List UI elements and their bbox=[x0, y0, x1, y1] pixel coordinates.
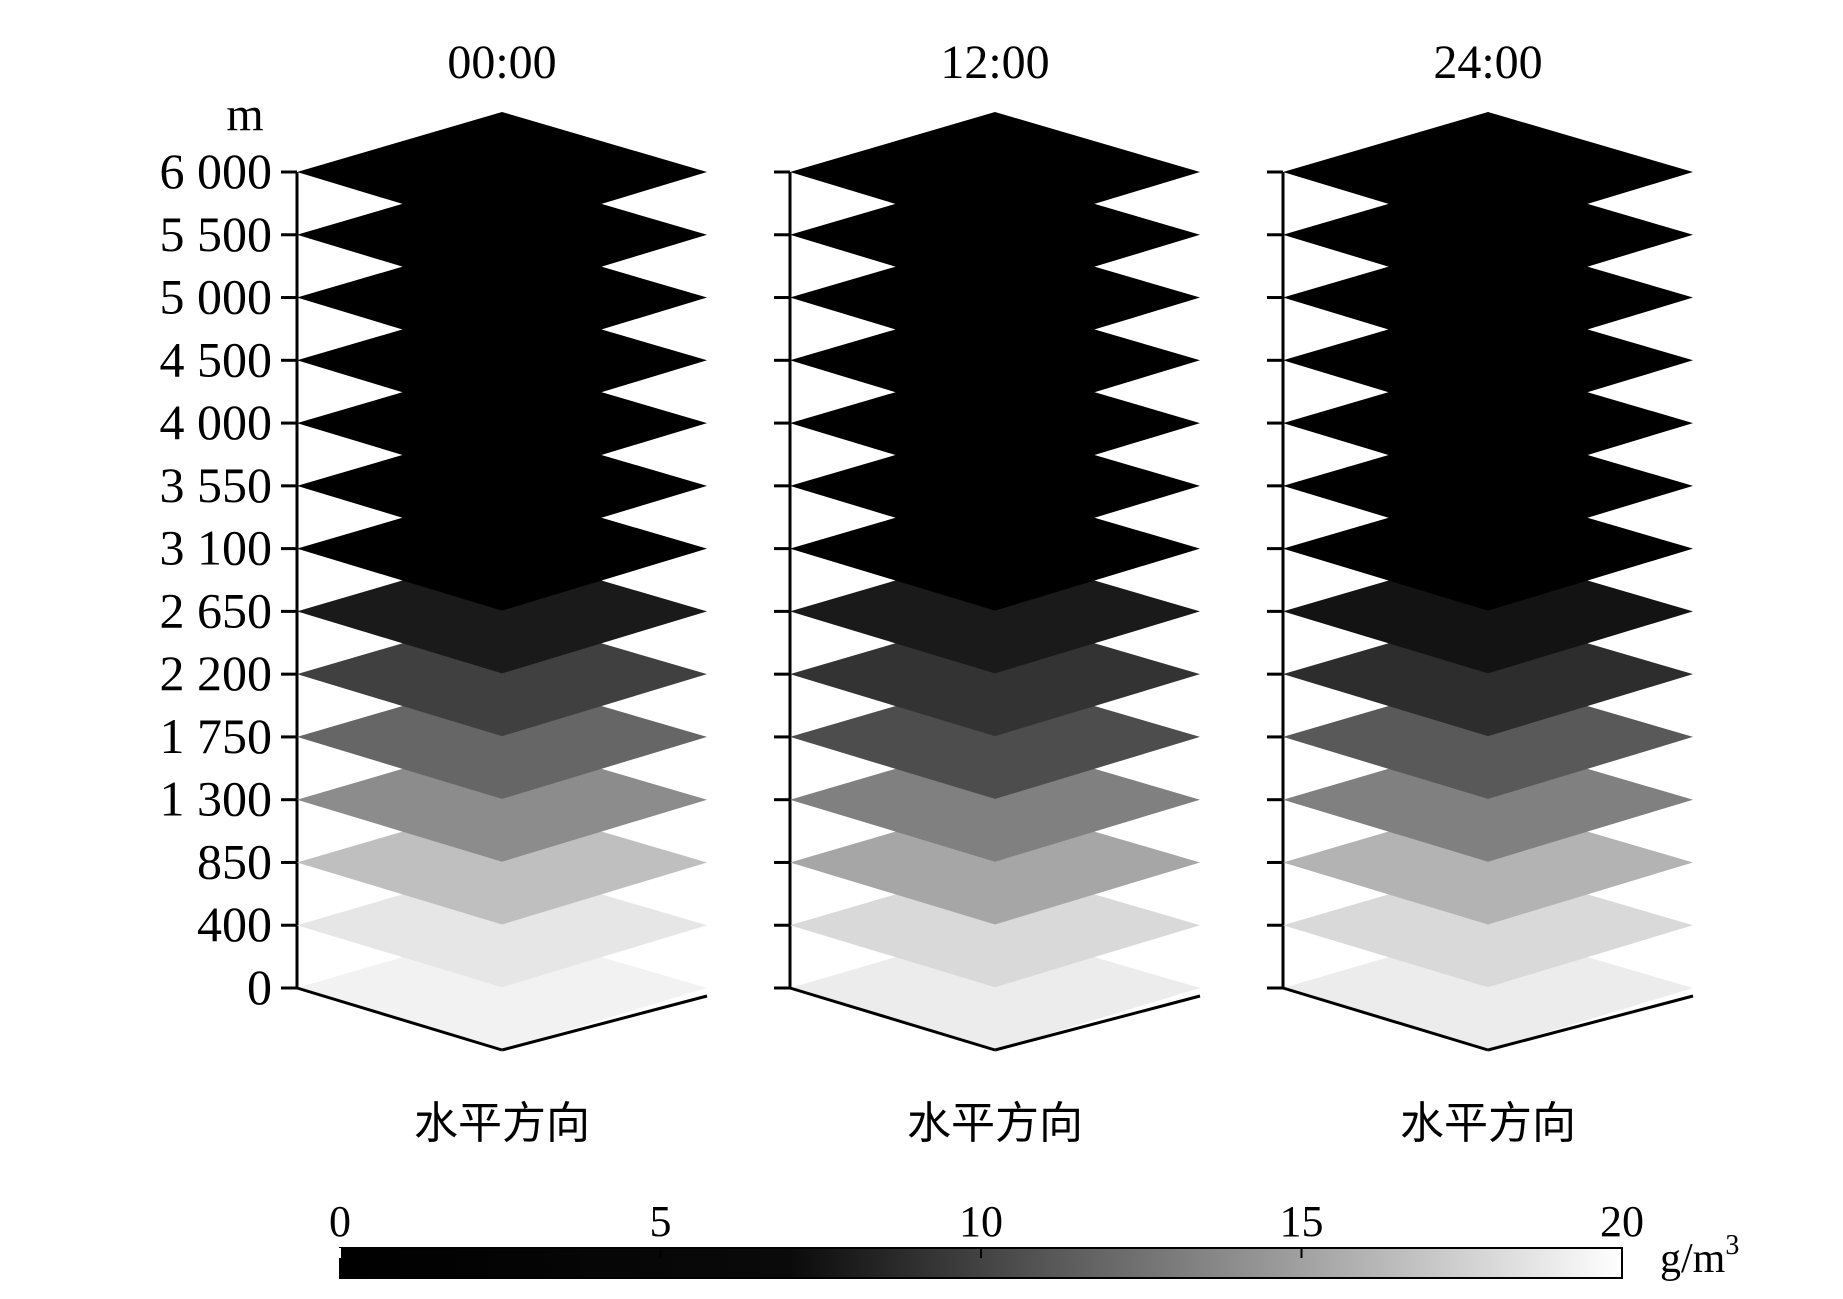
layer-5500m bbox=[1283, 174, 1693, 297]
layer-2200m bbox=[1283, 614, 1693, 737]
layer-850m bbox=[790, 802, 1200, 925]
colorbar-tick-label: 5 bbox=[650, 1197, 672, 1246]
layer-2650m bbox=[790, 551, 1200, 674]
panel-x-axis-label: 水平方向 bbox=[1400, 1098, 1576, 1149]
layer-4500m bbox=[297, 300, 707, 423]
layer-400m bbox=[1283, 865, 1693, 988]
layer-0m bbox=[1283, 928, 1693, 1050]
base-axis-front-right bbox=[501, 994, 708, 1052]
panel-1: 00:00 水平方向 bbox=[281, 36, 708, 1149]
y-tick-label: 5 500 bbox=[160, 206, 273, 262]
panel-2: 12:00 水平方向 bbox=[774, 36, 1201, 1149]
layer-6000m bbox=[297, 112, 707, 234]
layer-2650m bbox=[1283, 551, 1693, 674]
base-axis-front-right bbox=[1487, 994, 1694, 1052]
layer-400m bbox=[297, 865, 707, 988]
y-tick-label: 3 550 bbox=[160, 457, 273, 513]
layer-3550m bbox=[790, 425, 1200, 548]
layer-400m bbox=[790, 865, 1200, 988]
layer-1300m bbox=[1283, 739, 1693, 862]
layer-1750m bbox=[790, 676, 1200, 799]
y-tick-label: 1 750 bbox=[160, 708, 273, 764]
y-tick-label: 0 bbox=[247, 959, 272, 1015]
layer-4000m bbox=[1283, 363, 1693, 486]
y-tick-label: 6 000 bbox=[160, 143, 273, 199]
layer-3550m bbox=[297, 425, 707, 548]
base-axis-front-left bbox=[789, 986, 996, 1052]
y-tick-label: 850 bbox=[197, 833, 272, 889]
layer-5500m bbox=[790, 174, 1200, 297]
panel-title: 00:00 bbox=[447, 36, 556, 89]
layer-4500m bbox=[1283, 300, 1693, 423]
layer-2200m bbox=[297, 614, 707, 737]
y-tick-label: 2 650 bbox=[160, 582, 273, 638]
colorbar-tick-label: 10 bbox=[959, 1197, 1003, 1246]
layer-3100m bbox=[297, 488, 707, 611]
layer-850m bbox=[1283, 802, 1693, 925]
y-tick-label: 4 000 bbox=[160, 394, 273, 450]
panel-3: 24:00 水平方向 bbox=[1267, 36, 1694, 1149]
base-axis-front-left bbox=[296, 986, 503, 1052]
y-tick-label: 3 100 bbox=[160, 520, 273, 576]
y-axis-unit-label: m bbox=[226, 88, 263, 141]
layer-0m bbox=[297, 928, 707, 1050]
colorbar-unit-base: g/m bbox=[1660, 1236, 1726, 1282]
y-tick-label: 400 bbox=[197, 896, 272, 952]
colorbar: 0 5 10 15 20 g/m3 bbox=[329, 1197, 1739, 1282]
panel-x-axis-label: 水平方向 bbox=[414, 1098, 590, 1149]
layer-4500m bbox=[790, 300, 1200, 423]
panel-title: 24:00 bbox=[1433, 36, 1542, 89]
layer-3100m bbox=[1283, 488, 1693, 611]
layer-6000m bbox=[1283, 112, 1693, 234]
y-tick-label: 4 500 bbox=[160, 331, 273, 387]
panels-layer: 00:00 水平方向 12:00 水平方向 24:00 水平方向 bbox=[281, 36, 1694, 1149]
colorbar-tick-label: 15 bbox=[1280, 1197, 1324, 1246]
layer-5000m bbox=[1283, 237, 1693, 360]
layer-1750m bbox=[1283, 676, 1693, 799]
y-tick-label: 1 300 bbox=[160, 771, 273, 827]
layer-5500m bbox=[297, 174, 707, 297]
layer-1300m bbox=[297, 739, 707, 862]
layer-2200m bbox=[790, 614, 1200, 737]
colorbar-tick-label: 20 bbox=[1600, 1197, 1644, 1246]
y-tick-label: 2 200 bbox=[160, 645, 273, 701]
panel-x-axis-label: 水平方向 bbox=[907, 1098, 1083, 1149]
y-tick-label: 5 000 bbox=[160, 269, 273, 325]
layer-5000m bbox=[790, 237, 1200, 360]
colorbar-ticks: 0 5 10 15 20 bbox=[329, 1197, 1644, 1258]
base-axis-front-left bbox=[1282, 986, 1489, 1052]
layer-3100m bbox=[790, 488, 1200, 611]
layer-6000m bbox=[790, 112, 1200, 234]
colorbar-unit: g/m3 bbox=[1660, 1230, 1739, 1282]
layer-1300m bbox=[790, 739, 1200, 862]
colorbar-unit-superscript: 3 bbox=[1725, 1230, 1739, 1261]
layer-1750m bbox=[297, 676, 707, 799]
layer-4000m bbox=[790, 363, 1200, 486]
layer-0m bbox=[790, 928, 1200, 1050]
layer-850m bbox=[297, 802, 707, 925]
layer-4000m bbox=[297, 363, 707, 486]
base-axis-front-right bbox=[994, 994, 1201, 1052]
layer-3550m bbox=[1283, 425, 1693, 548]
layer-5000m bbox=[297, 237, 707, 360]
colorbar-tick-label: 0 bbox=[329, 1197, 351, 1246]
y-axis-tick-labels: 0 400 850 1 300 1 750 2 200 2 650 3 100 3 550 4 0… bbox=[160, 143, 273, 1015]
panel-title: 12:00 bbox=[940, 36, 1049, 89]
layer-2650m bbox=[297, 551, 707, 674]
